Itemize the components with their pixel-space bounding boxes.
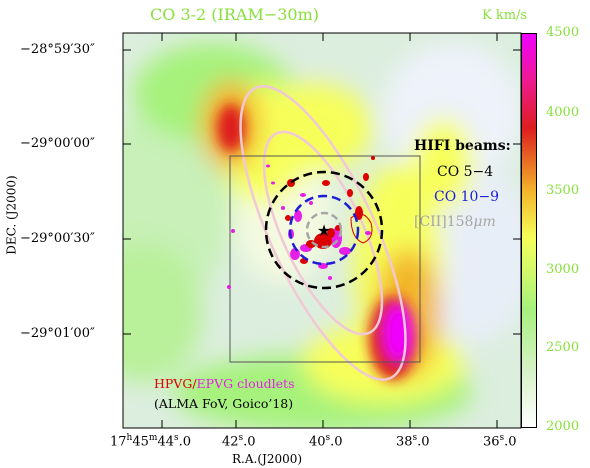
legend-co109: CO 10−9: [434, 189, 500, 205]
cbar-tick-2000: 2000: [546, 419, 580, 434]
y-axis-label: DEC. (J2000): [4, 175, 19, 255]
alma-fov-label: (ALMA FoV, Goico’18): [154, 396, 294, 411]
dec-tick-3: −29°00′30″: [20, 231, 95, 246]
x-ticks: [161, 33, 498, 428]
beam-cii: [305, 211, 343, 249]
magenta-cloudlets: [227, 164, 371, 289]
beam-co-5-4: [264, 170, 384, 290]
x-axis-label: R.A.(J2000): [232, 452, 303, 466]
legend-header: HIFI beams:: [414, 138, 511, 154]
cbar-tick-3000: 3000: [546, 262, 580, 277]
cbar-tick-3500: 3500: [546, 183, 580, 198]
cbar-tick-2500: 2500: [546, 340, 580, 355]
dec-tick-1: −28°59′30″: [20, 42, 95, 57]
legend-cii: [CII]158μm: [414, 214, 496, 230]
dec-tick-2: −29°00′00″: [20, 136, 95, 151]
ra-tick-3: 40s.0: [309, 433, 343, 450]
red-contour: [350, 213, 373, 244]
red-cloudlets: [285, 156, 375, 264]
alma-fov-box: [229, 155, 421, 363]
cloudlets-label: HPVG/EPVG cloudlets: [154, 376, 295, 391]
ra-tick-4: 38s.0: [396, 433, 430, 450]
figure-title: CO 3-2 (IRAM−30m): [150, 5, 320, 24]
cbar-tick-4500: 4500: [546, 25, 580, 40]
colorbar-unit: K km/s: [482, 8, 528, 23]
cbar-tick-4000: 4000: [546, 105, 580, 120]
dec-tick-4: −29°01′00″: [20, 326, 95, 341]
ra-tick-1: 17h45m44s.0: [110, 433, 192, 450]
y-ticks: [123, 49, 521, 335]
beam-co-10-9: [288, 194, 360, 266]
legend-co54: CO 5−4: [437, 164, 494, 180]
outer-ellipse: [239, 85, 407, 381]
co-intensity-map: ★: [123, 33, 521, 428]
ra-tick-5: 36s.0: [483, 433, 517, 450]
ra-tick-2: 42s.0: [222, 433, 256, 450]
colorbar: [521, 33, 537, 428]
map-frame: [122, 32, 522, 429]
star-icon: ★: [317, 221, 331, 240]
